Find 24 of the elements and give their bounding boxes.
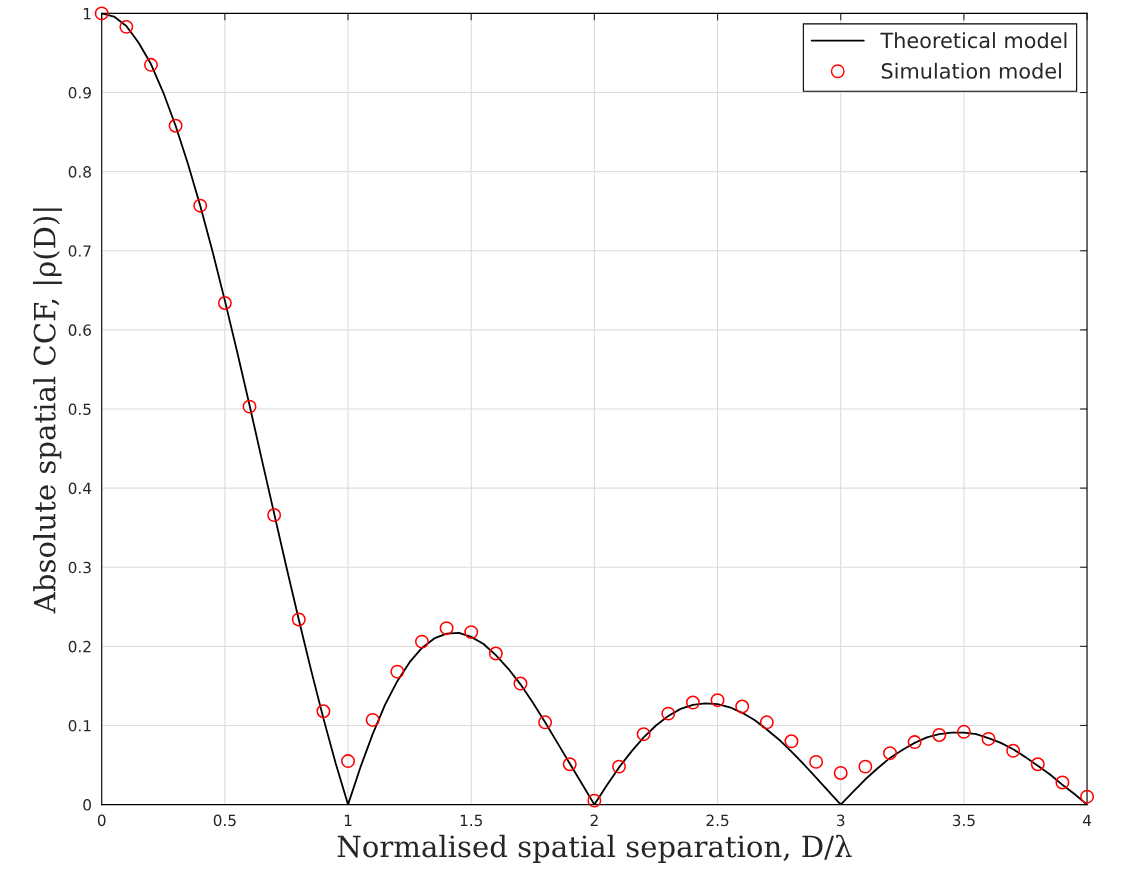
y-tick-label: 0.7 — [68, 245, 91, 257]
y-tick-label: 0.6 — [68, 324, 92, 336]
y-tick-label: 0.5 — [68, 403, 91, 416]
y-tick-label: 0.8 — [68, 166, 91, 178]
x-tick-label: 3.5 — [952, 814, 975, 827]
x-tick-label: 3 — [837, 814, 845, 827]
x-tick-label: 1 — [344, 814, 352, 826]
y-tick-label: 0.3 — [68, 561, 91, 574]
y-axis-title: Absolute spatial CCF, |ρ(D)| — [32, 208, 63, 614]
x-tick-label: 2 — [590, 814, 598, 826]
x-tick-label: 2.5 — [706, 814, 729, 827]
y-tick-label: 0 — [83, 799, 91, 811]
y-tick-label: 0.9 — [68, 86, 91, 99]
x-tick-label: 0.5 — [213, 814, 236, 827]
y-tick-label: 0.2 — [68, 640, 91, 653]
x-tick-label: 4 — [1082, 814, 1092, 826]
y-tick-label: 0.4 — [68, 482, 92, 495]
y-tick-label: 0.1 — [68, 719, 91, 732]
x-tick-label: 0 — [97, 814, 106, 827]
x-axis-title: Normalised spatial separation, D/λ — [337, 834, 852, 864]
x-tick-label: 1.5 — [460, 814, 483, 827]
legend-label: Theoretical model — [880, 32, 1067, 49]
legend-label: Simulation model — [881, 62, 1061, 79]
y-tick-label: 1 — [83, 8, 91, 20]
